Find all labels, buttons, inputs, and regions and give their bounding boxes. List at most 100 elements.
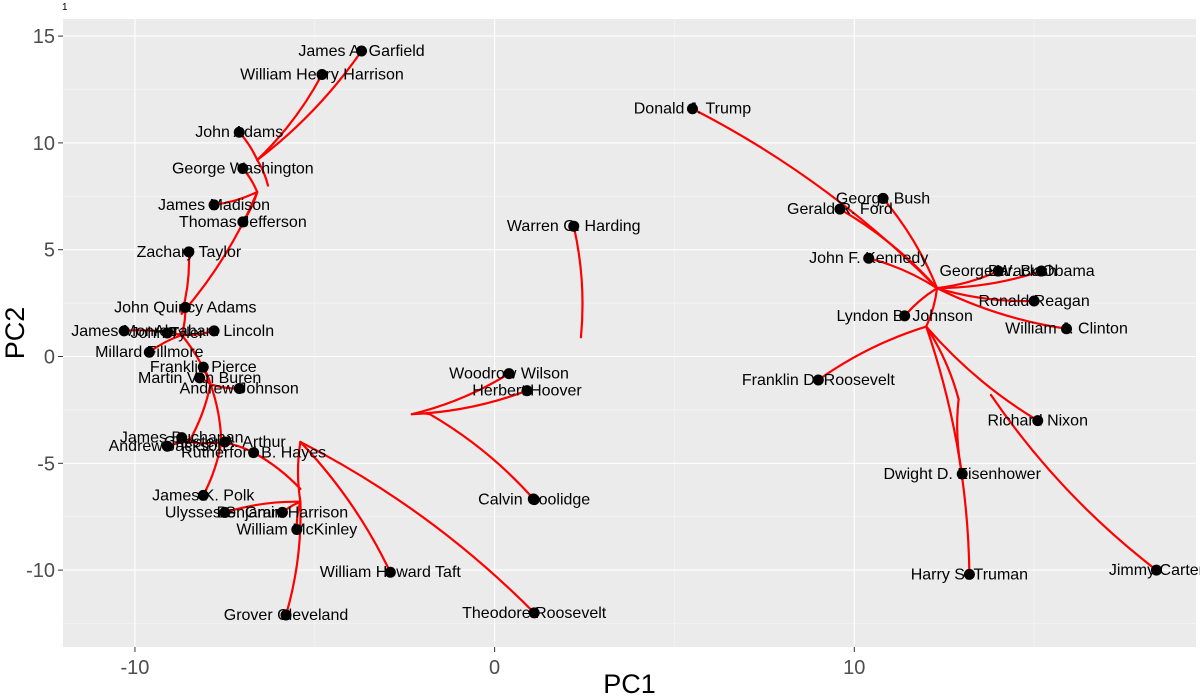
point-label: William Henry Harrison: [240, 67, 404, 84]
data-point: [197, 489, 209, 501]
y-axis-title: PC2: [0, 307, 30, 360]
tree-link: [180, 190, 259, 315]
data-point: [356, 45, 368, 57]
tree-link: [935, 269, 1043, 290]
data-points: [118, 45, 1162, 621]
point-label: Woodrow Wilson: [449, 366, 569, 383]
point-label: Franklin Pierce: [150, 359, 257, 376]
x-axis-title: PC1: [603, 669, 656, 699]
data-point: [161, 327, 173, 339]
point-label: Warren G. Harding: [507, 218, 641, 235]
point-label: James Monroe: [71, 323, 177, 340]
x-tick-label: -10: [120, 657, 149, 679]
point-label: John Tyler: [131, 325, 205, 342]
data-point: [143, 346, 155, 358]
data-point: [503, 368, 515, 380]
data-point: [863, 252, 875, 264]
tree-link: [817, 325, 928, 382]
point-label: Harry S. Truman: [911, 566, 1028, 583]
tree-link: [925, 325, 1039, 422]
tree-link: [935, 287, 1068, 330]
tree-link: [410, 412, 431, 416]
tree-link: [284, 500, 302, 617]
point-label: Benjamin Harrison: [217, 504, 349, 521]
point-label: Andrew Jackson: [109, 438, 226, 455]
point-label: Donald J. Trump: [634, 101, 751, 118]
point-label: Franklin D. Roosevelt: [742, 372, 896, 389]
data-point: [208, 199, 220, 211]
point-label: Rutherford B. Hayes: [181, 445, 326, 462]
data-point: [1032, 415, 1044, 427]
tree-link: [881, 197, 939, 290]
gridlines: [63, 19, 1196, 647]
y-tick-label: 0: [44, 346, 55, 368]
tree-link: [187, 383, 212, 444]
tree-link: [838, 208, 939, 290]
data-point: [161, 440, 173, 452]
tree-link: [256, 158, 270, 187]
point-label: Theodore Roosevelt: [462, 605, 607, 622]
y-tick-label: -10: [26, 560, 55, 582]
tree-link: [935, 287, 1036, 303]
point-label: Ronald Reagan: [979, 293, 1090, 310]
point-label: John F. Kennedy: [809, 250, 928, 267]
data-point: [237, 216, 249, 228]
data-point: [183, 246, 195, 258]
point-label: Millard Fillmore: [95, 344, 204, 361]
point-label: Andrew Johnson: [180, 381, 299, 398]
point-label: Dwight D. Eisenhower: [884, 466, 1042, 483]
point-label: James K. Polk: [152, 487, 255, 504]
tree-link: [296, 440, 302, 503]
tree-link: [410, 372, 511, 416]
data-point: [963, 568, 975, 580]
point-label: James Buchanan: [120, 430, 244, 447]
x-tick-label: 0: [489, 657, 500, 679]
data-point: [568, 220, 580, 232]
point-label: George W. Bush: [939, 263, 1056, 280]
point-label: Gerald R. Ford: [787, 201, 893, 218]
data-point: [1028, 295, 1040, 307]
point-label: George Washington: [172, 161, 314, 178]
point-label: John Adams: [195, 124, 283, 141]
data-point: [528, 494, 540, 506]
y-tick-label: 15: [33, 26, 55, 48]
point-label: Ulysses S. Grant: [165, 504, 286, 521]
point-labels: James A. Garfield William Henry Harrison J…: [71, 43, 1200, 624]
data-point: [316, 69, 328, 81]
point-label: Jimmy Carter: [1109, 562, 1200, 579]
data-point: [248, 447, 260, 459]
data-point: [176, 432, 188, 444]
data-point: [1150, 564, 1162, 576]
data-point: [834, 203, 846, 215]
tree-link: [925, 325, 971, 576]
point-label: William McKinley: [236, 522, 357, 539]
x-tick-label: 10: [843, 657, 865, 679]
point-label: Martin Van Buren: [138, 370, 261, 387]
point-label: George Bush: [836, 190, 930, 207]
point-label: Thomas Jefferson: [179, 214, 307, 231]
tree-link: [299, 440, 392, 574]
data-point: [179, 301, 191, 313]
data-point: [812, 374, 824, 386]
point-label: William Howard Taft: [320, 564, 462, 581]
tree-link: [209, 383, 223, 444]
data-point: [276, 506, 288, 518]
point-label: James Madison: [158, 197, 270, 214]
point-label: John Quincy Adams: [114, 299, 256, 316]
point-label: Grover Cleveland: [224, 607, 349, 624]
data-point: [899, 310, 911, 322]
data-point: [877, 192, 889, 204]
y-tick-label: 5: [44, 240, 55, 262]
point-label: Calvin Coolidge: [478, 492, 590, 509]
plot-panel: [63, 19, 1196, 647]
point-label: Abraham Lincoln: [154, 323, 274, 340]
point-label: James A. Garfield: [298, 43, 424, 60]
data-point: [237, 163, 249, 175]
tree-link: [925, 325, 960, 401]
tree-link: [256, 73, 324, 162]
axes: -10 0 10 15 10 5 0 -5 -10: [26, 26, 865, 679]
data-point: [233, 126, 245, 138]
tree-link: [572, 225, 584, 339]
data-point: [384, 566, 396, 578]
data-point: [233, 383, 245, 395]
